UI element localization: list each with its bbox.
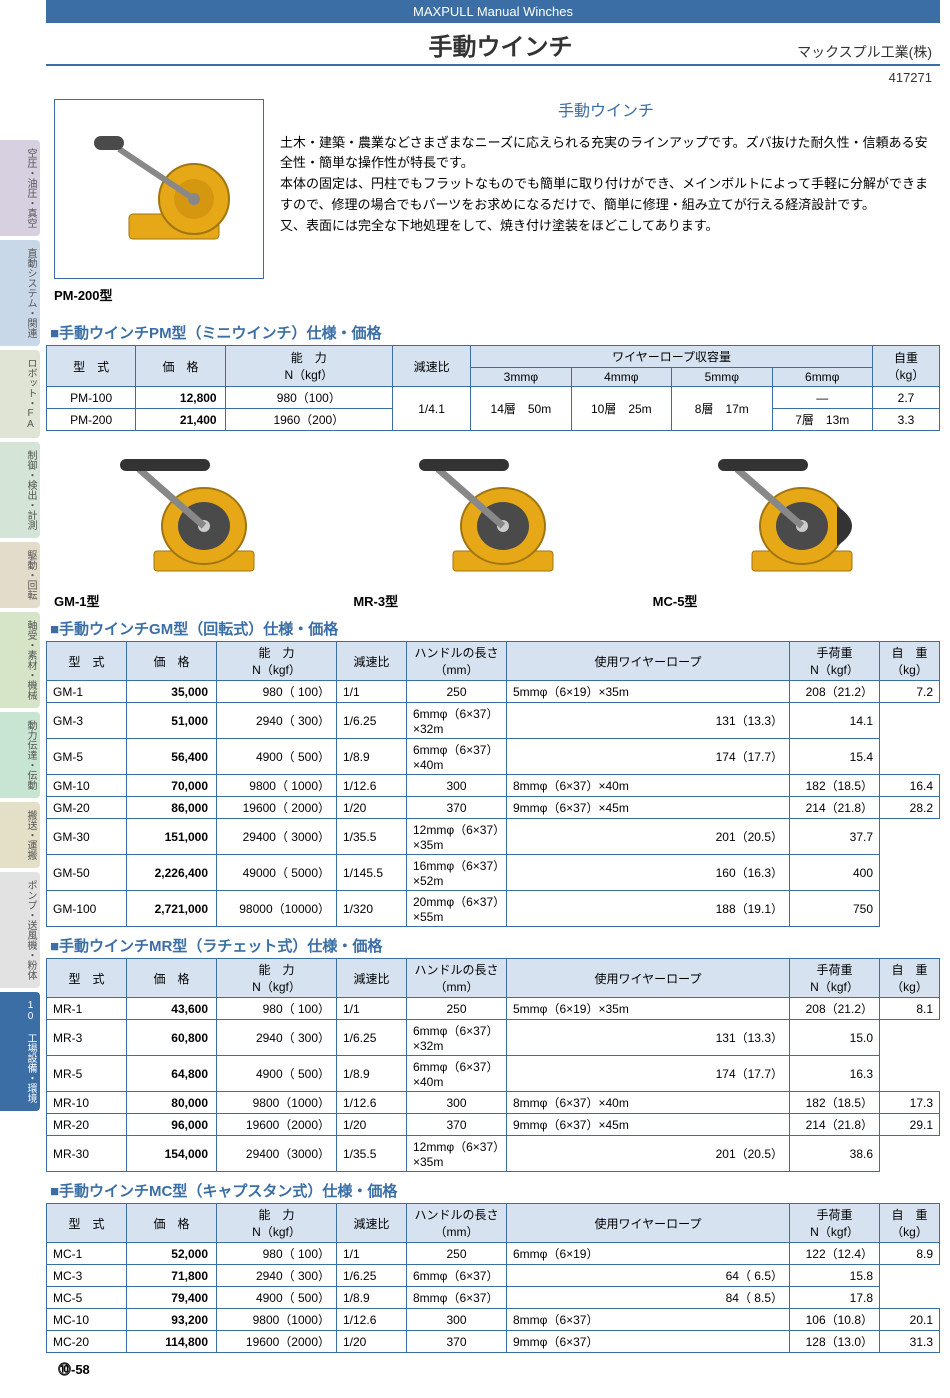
product-image-row: GM-1型 MR-3型 MC-5型 — [46, 431, 940, 610]
mr-table: 型 式 価 格 能 力N（kgf） 減速比 ハンドルの長さ（mm） 使用ワイヤー… — [46, 958, 940, 1172]
product-image-pm200 — [54, 99, 264, 279]
sidebar-tab[interactable]: 10 工場設備・環境 — [0, 992, 40, 1111]
sidebar-tab[interactable]: ロボット・FA — [0, 350, 40, 438]
header-eng-title: MAXPULL Manual Winches — [46, 0, 940, 23]
sidebar-tab[interactable]: 制御・検出・計測 — [0, 442, 40, 538]
gm-table: 型 式 価 格 能 力N（kgf） 減速比 ハンドルの長さ（mm） 使用ワイヤー… — [46, 641, 940, 927]
sidebar-tab[interactable]: 搬送・運搬 — [0, 802, 40, 868]
product-code: 417271 — [46, 66, 940, 89]
product-image-MC-5型: MC-5型 — [653, 441, 932, 610]
intro-title: 手動ウインチ — [280, 99, 932, 125]
mr-section-title: ■手動ウインチMR型（ラチェット式）仕様・価格 — [50, 935, 940, 956]
winch-icon — [79, 124, 239, 254]
mc-table: 型 式 価 格 能 力N（kgf） 減速比 ハンドルの長さ（mm） 使用ワイヤー… — [46, 1203, 940, 1353]
product-image-GM-1型: GM-1型 — [54, 441, 333, 610]
sidebar-tab[interactable]: 動力伝達・伝動 — [0, 712, 40, 798]
sidebar-tab[interactable]: 駆動・回転 — [0, 542, 40, 608]
pm-section-title: ■手動ウインチPM型（ミニウインチ）仕様・価格 — [50, 322, 940, 343]
gm-section-title: ■手動ウインチGM型（回転式）仕様・価格 — [50, 618, 940, 639]
page-number: ⓾-58 — [46, 1353, 940, 1388]
product-image-label: PM-200型 — [54, 285, 264, 304]
intro-body: 土木・建築・農業などさまざまなニーズに応えられる充実のラインアップです。ズバ抜け… — [280, 133, 932, 237]
main-title: 手動ウインチ — [204, 27, 797, 62]
category-sidebar: 空圧・油圧・真空直動システム・関連ロボット・FA制御・検出・計測駆動・回転軸受・… — [0, 0, 40, 1398]
product-image-MR-3型: MR-3型 — [353, 441, 632, 610]
mc-section-title: ■手動ウインチMC型（キャプスタン式）仕様・価格 — [50, 1180, 940, 1201]
company-name: マックスプル工業(株) — [797, 42, 932, 62]
title-row: 手動ウインチ マックスプル工業(株) — [46, 23, 940, 66]
intro-block: PM-200型 手動ウインチ 土木・建築・農業などさまざまなニーズに応えられる充… — [46, 89, 940, 314]
sidebar-tab[interactable]: 空圧・油圧・真空 — [0, 140, 40, 236]
pm-table: 型 式 価 格 能 力N（kgf） 減速比 ワイヤーロープ収容量 自重（kg） … — [46, 345, 940, 431]
sidebar-tab[interactable]: 軸受・素材・機械 — [0, 612, 40, 708]
sidebar-tab[interactable]: ポンプ・送風機・粉体 — [0, 872, 40, 988]
sidebar-tab[interactable]: 直動システム・関連 — [0, 240, 40, 346]
